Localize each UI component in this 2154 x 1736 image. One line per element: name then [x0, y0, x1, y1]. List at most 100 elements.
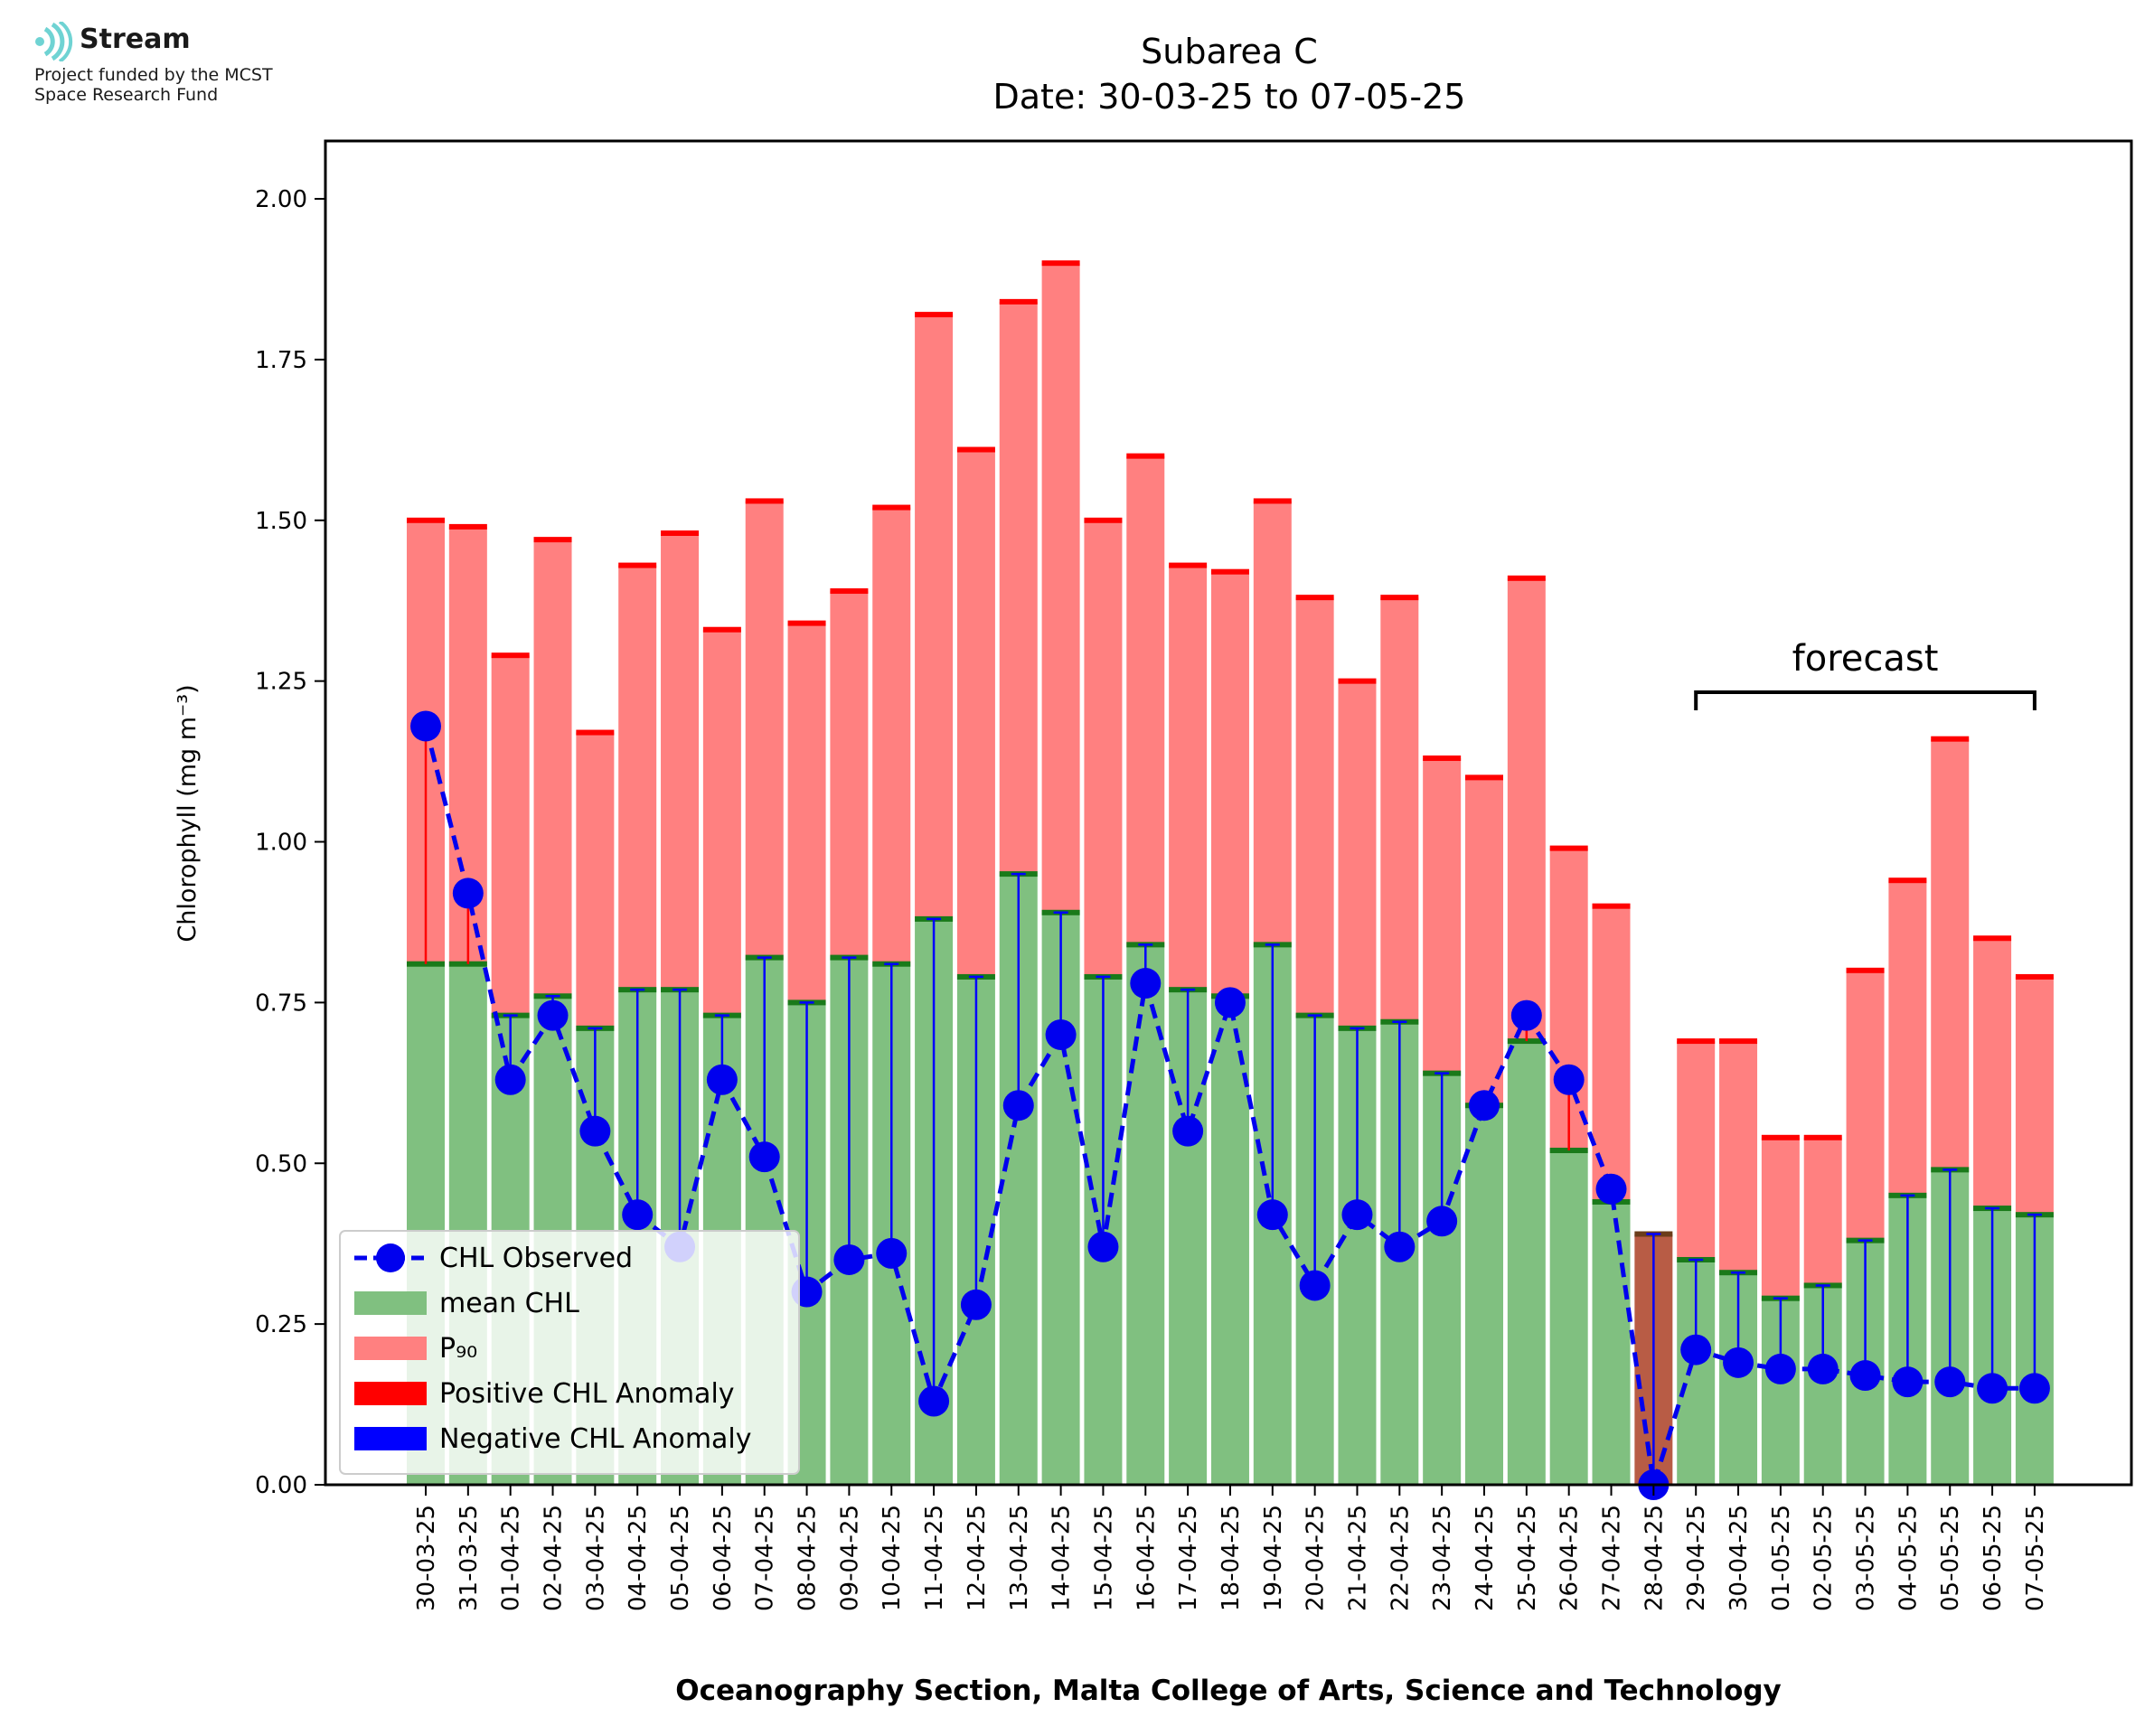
- observed-point: [1849, 1360, 1881, 1392]
- y-tick-label: 0.75: [255, 990, 307, 1017]
- x-tick-label: 17-04-25: [1175, 1505, 1202, 1611]
- p90-bar: [872, 507, 911, 964]
- x-tick-label: 22-04-25: [1387, 1505, 1414, 1611]
- x-tick-label: 12-04-25: [964, 1505, 991, 1611]
- p90-bar: [1084, 520, 1123, 977]
- legend-label: mean CHL: [439, 1288, 579, 1319]
- mean-bar: [1465, 1105, 1503, 1485]
- observed-point: [1469, 1090, 1500, 1121]
- p90-cap: [1507, 575, 1546, 581]
- observed-point: [960, 1289, 992, 1320]
- legend-swatch: [354, 1382, 427, 1405]
- observed-point: [2018, 1373, 2050, 1404]
- observed-point: [748, 1141, 780, 1173]
- plot-frame: [324, 139, 2133, 1487]
- p90-cap: [1465, 774, 1503, 781]
- observed-point: [1045, 1018, 1077, 1050]
- p90-bar: [1846, 970, 1885, 1241]
- x-tick-label: 29-04-25: [1683, 1505, 1710, 1611]
- observed-point: [410, 710, 441, 742]
- forecast-bracket: [1694, 690, 2036, 710]
- legend-swatch: [354, 1427, 427, 1450]
- legend-swatch-marker: [376, 1243, 405, 1272]
- mean-bar: [1126, 944, 1165, 1485]
- observed-point: [1680, 1334, 1712, 1365]
- p90-bar: [1253, 501, 1292, 945]
- p90-bar: [787, 623, 826, 1003]
- mean-bar: [1549, 1150, 1588, 1485]
- p90-bar: [1507, 577, 1546, 1042]
- x-tick-label: 30-03-25: [413, 1505, 440, 1611]
- p90-bar: [1803, 1137, 1842, 1286]
- chart-title: Subarea C: [1141, 32, 1318, 71]
- observed-point: [833, 1243, 865, 1275]
- p90-cap: [1931, 736, 1970, 742]
- x-tick-label: 10-04-25: [879, 1505, 906, 1611]
- p90-cap: [1084, 517, 1123, 523]
- x-tick-label: 21-04-25: [1344, 1505, 1371, 1611]
- observed-point: [1723, 1347, 1754, 1378]
- p90-cap: [491, 652, 530, 659]
- p90-cap: [1041, 260, 1080, 267]
- legend-label: Negative CHL Anomaly: [439, 1423, 752, 1455]
- observed-point: [452, 877, 484, 909]
- y-tick-label: 2.00: [255, 186, 307, 213]
- p90-cap: [915, 312, 954, 318]
- p90-bar: [1465, 777, 1503, 1106]
- y-tick-label: 0.25: [255, 1311, 307, 1338]
- mean-bar: [1507, 1041, 1546, 1485]
- observed-point: [1934, 1366, 1966, 1398]
- p90-cap: [787, 620, 826, 626]
- x-tick-label: 08-04-25: [795, 1505, 822, 1611]
- p90-bar: [1380, 597, 1419, 1022]
- p90-cap: [999, 298, 1038, 305]
- observed-point: [918, 1385, 950, 1417]
- p90-bar: [830, 591, 869, 958]
- p90-bar: [491, 655, 530, 1016]
- observed-point: [1087, 1231, 1119, 1262]
- p90-cap: [618, 562, 657, 568]
- p90-bar: [1677, 1041, 1716, 1260]
- p90-bar: [1592, 906, 1631, 1202]
- p90-bar: [956, 449, 995, 977]
- p90-cap: [1380, 595, 1419, 601]
- observed-point: [1595, 1173, 1627, 1205]
- observed-point: [1172, 1115, 1204, 1147]
- x-tick-label: 03-04-25: [582, 1505, 609, 1611]
- x-tick-label: 09-04-25: [836, 1505, 863, 1611]
- mean-bar: [1592, 1201, 1631, 1485]
- stream-waves-icon: [35, 22, 73, 61]
- legend-swatch: [354, 1291, 427, 1315]
- x-tick-label: 06-05-25: [1980, 1505, 2007, 1611]
- p90-cap: [830, 588, 869, 595]
- p90-bar: [1973, 938, 2012, 1209]
- observed-point: [1510, 999, 1542, 1031]
- p90-cap: [702, 626, 741, 633]
- observed-point: [1384, 1231, 1416, 1262]
- p90-cap: [2015, 973, 2054, 980]
- p90-bar: [1210, 571, 1249, 997]
- logo-subtitle-line2: Space Research Fund: [34, 85, 219, 105]
- x-tick-label: 30-04-25: [1726, 1505, 1753, 1611]
- observed-point: [1214, 987, 1246, 1018]
- legend-box: [339, 1230, 800, 1475]
- y-tick-label: 1.50: [255, 508, 307, 535]
- x-tick-label: 05-05-25: [1937, 1505, 1964, 1611]
- x-tick-label: 25-04-25: [1514, 1505, 1541, 1611]
- p90-bar: [1041, 263, 1080, 913]
- y-tick-label: 0.00: [255, 1472, 307, 1499]
- legend-label: P₉₀: [439, 1333, 477, 1365]
- forecast-label: forecast: [1792, 638, 1939, 680]
- p90-cap: [1973, 935, 2012, 942]
- p90-cap: [1677, 1038, 1716, 1045]
- observed-point: [1130, 968, 1162, 999]
- p90-bar: [1423, 758, 1462, 1074]
- x-tick-label: 04-04-25: [625, 1505, 652, 1611]
- p90-cap: [1888, 877, 1927, 884]
- p90-cap: [872, 504, 911, 511]
- p90-bar: [2015, 976, 2054, 1215]
- observed-point: [494, 1064, 526, 1095]
- p90-cap: [1126, 453, 1165, 459]
- y-tick-label: 1.25: [255, 669, 307, 696]
- x-tick-label: 07-04-25: [752, 1505, 779, 1611]
